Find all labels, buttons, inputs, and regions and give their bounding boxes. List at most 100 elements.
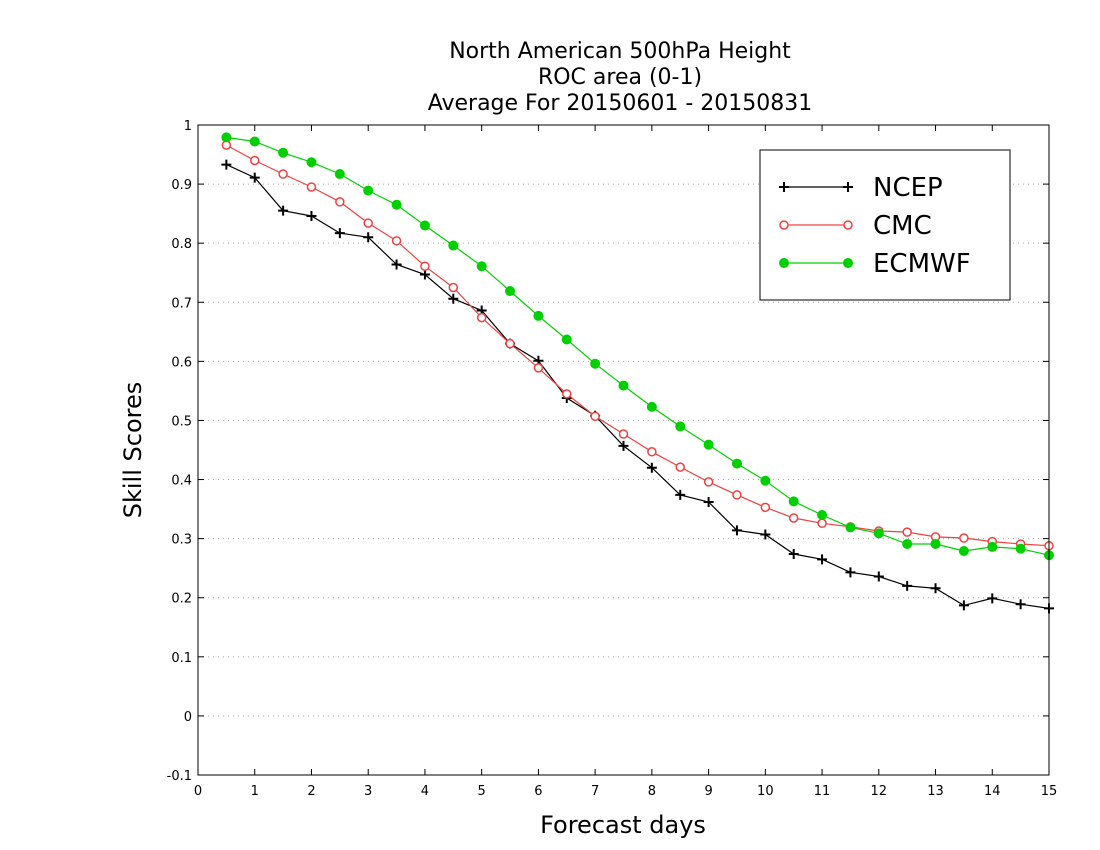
legend-marker-cmc (843, 220, 853, 230)
x-axis-label: Forecast days (540, 811, 706, 839)
x-tick-label: 12 (871, 784, 888, 799)
y-tick-label: 0.3 (171, 533, 192, 548)
data-point-ncep (419, 269, 430, 280)
data-point-ecmwf (533, 310, 544, 321)
data-point-ecmwf (221, 132, 232, 143)
data-point-ncep (646, 462, 657, 473)
data-point-ncep (221, 159, 232, 170)
data-point-ncep (817, 554, 828, 565)
x-tick-label: 3 (364, 784, 372, 799)
legend-marker-ecmwf (843, 258, 853, 268)
data-point-cmc (647, 447, 657, 457)
legend-label-ecmwf: ECMWF (873, 249, 971, 279)
data-point-ecmwf (958, 546, 969, 557)
data-point-cmc (618, 429, 629, 439)
legend-marker-ecmwf (779, 258, 789, 268)
data-point-cmc (533, 363, 544, 373)
data-point-ecmwf (987, 541, 998, 552)
legend-label-ncep: NCEP (873, 173, 943, 203)
data-point-ecmwf (505, 286, 516, 297)
data-point-cmc (760, 502, 771, 513)
grid-lines (198, 183, 1049, 717)
data-point-ncep (363, 232, 374, 243)
data-point-ecmwf (930, 538, 941, 549)
data-point-cmc (703, 477, 714, 487)
legend-item-cmc: CMC (779, 211, 932, 241)
data-point-ecmwf (845, 522, 856, 533)
x-tick-label: 7 (591, 784, 599, 799)
data-point-ecmwf (646, 401, 657, 412)
data-point-ncep (930, 583, 941, 594)
axis-ticks (197, 124, 1050, 776)
series-ecmwf (221, 132, 1054, 561)
y-tick-label: 0.6 (171, 355, 192, 370)
series-lines (221, 132, 1054, 614)
legend-box (759, 149, 1011, 301)
data-point-ecmwf (249, 136, 260, 147)
data-point-ecmwf (618, 380, 629, 391)
title-line-1: North American 500hPa Height (449, 39, 791, 64)
data-point-ecmwf (278, 147, 289, 158)
data-point-cmc (448, 282, 459, 293)
data-point-ecmwf (363, 185, 374, 196)
data-point-ecmwf (306, 157, 317, 168)
data-point-ecmwf (1015, 543, 1026, 554)
chart-title: North American 500hPa Height ROC area (0… (428, 39, 813, 116)
data-point-cmc (590, 411, 600, 422)
data-point-cmc (306, 182, 317, 192)
data-point-ncep (958, 600, 969, 611)
x-tick-label: 5 (478, 784, 486, 799)
data-point-cmc (732, 490, 742, 500)
data-point-ncep (334, 228, 345, 239)
data-point-ncep (760, 529, 771, 540)
data-point-ecmwf (703, 439, 714, 450)
data-point-ncep (703, 497, 714, 507)
x-tick-label: 1 (251, 784, 259, 799)
legend-item-ecmwf: ECMWF (779, 249, 971, 279)
data-point-cmc (476, 312, 487, 323)
data-point-ecmwf (788, 496, 799, 507)
data-point-ncep (902, 580, 913, 591)
x-tick-label: 8 (648, 784, 656, 799)
y-tick-label: 0.7 (171, 296, 192, 311)
data-point-cmc (788, 513, 799, 523)
legend-marker-ncep (779, 182, 789, 192)
x-tick-label: 14 (984, 784, 1001, 799)
data-point-cmc (391, 236, 402, 246)
data-point-ncep (675, 489, 686, 500)
title-line-2: ROC area (0-1) (538, 65, 702, 90)
y-axis-label: Skill Scores (119, 382, 147, 519)
data-point-ecmwf (902, 538, 913, 549)
y-tick-label: 0.1 (171, 651, 192, 666)
data-point-ncep (788, 549, 799, 559)
y-tick-label: 0 (184, 710, 192, 725)
plot-frame (197, 124, 1050, 776)
data-point-ncep (1015, 599, 1026, 610)
legend: NCEP CMC ECMWF (759, 149, 1011, 301)
data-point-ecmwf (476, 261, 487, 272)
data-point-ecmwf (448, 240, 459, 251)
title-line-3: Average For 20150601 - 20150831 (428, 91, 813, 116)
data-point-ncep (873, 571, 884, 582)
data-point-ncep (448, 293, 459, 304)
x-tick-label: 4 (421, 784, 429, 799)
data-point-ecmwf (873, 528, 884, 539)
data-point-ncep (731, 525, 742, 536)
data-point-ecmwf (760, 475, 771, 486)
data-point-cmc (959, 533, 969, 543)
x-tick-label: 10 (757, 784, 774, 799)
data-point-ncep (987, 593, 998, 604)
data-point-cmc (675, 462, 685, 472)
y-tick-label: 0.2 (171, 592, 192, 607)
data-point-ncep (249, 172, 260, 183)
data-point-ncep (845, 567, 856, 578)
series-ncep (221, 159, 1054, 614)
data-point-cmc (562, 389, 572, 399)
y-tick-label: 1 (184, 119, 192, 134)
y-tick-label: -0.1 (167, 769, 192, 784)
x-tick-label: 11 (814, 784, 831, 799)
data-point-ecmwf (675, 421, 686, 432)
x-tick-label: 13 (927, 784, 944, 799)
x-tick-label: 6 (534, 784, 542, 799)
